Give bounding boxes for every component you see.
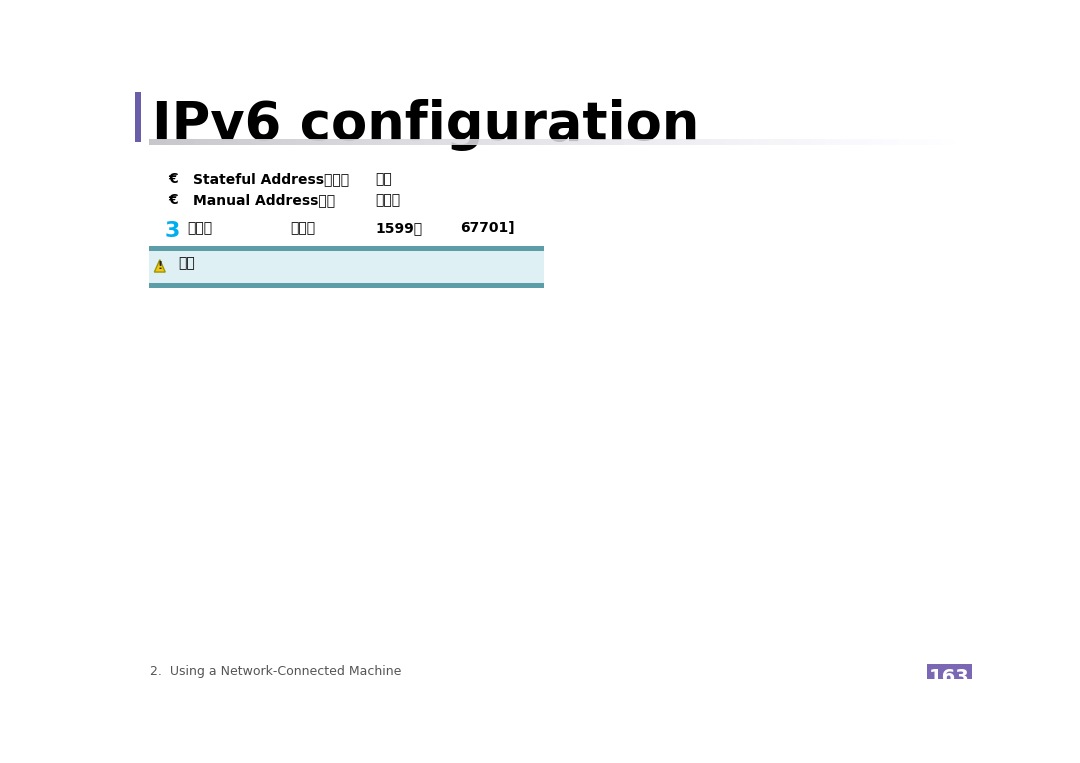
- Bar: [135, 92, 141, 142]
- Text: ｐＺ: ｐＺ: [178, 256, 195, 270]
- Bar: [149, 246, 544, 251]
- Text: 163: 163: [929, 668, 970, 687]
- Bar: [927, 664, 972, 682]
- Text: 2.  Using a Network-Connected Machine: 2. Using a Network-Connected Machine: [150, 665, 402, 678]
- Text: €: €: [168, 172, 178, 186]
- Polygon shape: [154, 259, 165, 272]
- Bar: [149, 282, 544, 288]
- Text: 67701]: 67701]: [460, 221, 515, 235]
- Text: 3: 3: [164, 221, 180, 241]
- Text: Stateful Addressｐｇ］: Stateful Addressｐｇ］: [193, 172, 349, 186]
- Text: ｐＺ: ｐＺ: [375, 172, 392, 186]
- Bar: [149, 251, 544, 282]
- Text: Manual Addressｐ］: Manual Addressｐ］: [193, 193, 335, 208]
- Text: 1599Ｅ: 1599Ｅ: [375, 221, 422, 235]
- Text: €: €: [168, 193, 178, 208]
- Text: !: !: [158, 262, 162, 272]
- Text: ０ｕ］: ０ｕ］: [375, 193, 401, 208]
- Text: ｐｏ２: ｐｏ２: [291, 221, 315, 235]
- Text: ｐｅＺ: ｐｅＺ: [188, 221, 213, 235]
- Text: IPv6 configuration: IPv6 configuration: [152, 99, 700, 151]
